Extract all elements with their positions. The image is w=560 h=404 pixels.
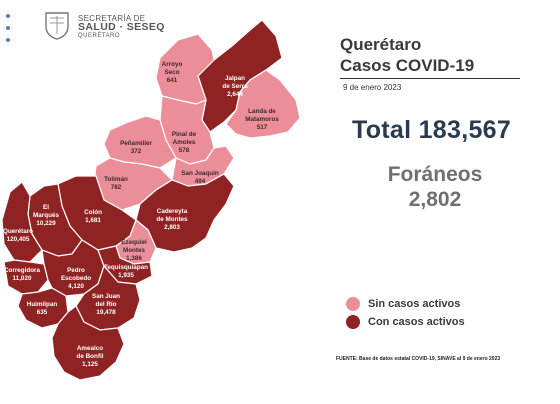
label-marques-name2: Marqués xyxy=(33,212,59,219)
label-jalpan-name2: de Serra xyxy=(222,83,248,90)
title-line1: Querétaro xyxy=(340,35,422,54)
label-jalpan-name1: Jalpan xyxy=(225,75,245,82)
label-amealco-cases: 1,125 xyxy=(82,361,98,368)
legend-inactive-swatch xyxy=(346,297,360,311)
label-ezequiel-name2: Montes xyxy=(123,247,146,254)
label-arroyo-name1: Arroyo xyxy=(162,61,183,68)
org-name: SECRETARÍA DE SALUD · SESEQ QUERÉTARO xyxy=(78,14,165,41)
label-landa-name2: Matamoros xyxy=(245,116,279,123)
total-cases: Total 183,567 xyxy=(352,116,512,144)
org-line1: SECRETARÍA DE xyxy=(78,14,146,23)
region-penamiller xyxy=(103,115,177,169)
legend-active: Con casos activos xyxy=(346,313,465,331)
legend-inactive-label: Sin casos activos xyxy=(368,298,461,310)
title-line2: Casos COVID-19 xyxy=(340,56,475,75)
org-line3: QUERÉTARO xyxy=(78,33,121,39)
label-pinal-cases: 578 xyxy=(179,147,190,154)
label-jalpan-cases: 2,644 xyxy=(227,91,243,98)
label-ezequiel-name1: Ezequiel xyxy=(121,239,147,246)
legend-active-swatch xyxy=(346,315,360,329)
label-tequisquiapan-name1: Tequisquiapan xyxy=(104,264,148,271)
label-arroyo-name2: Seco xyxy=(164,69,179,76)
label-cadereyta-name2: de Montes xyxy=(156,216,188,223)
label-sanjuan-name1: San Juan xyxy=(92,293,120,300)
label-sanjoaquin-cases: 494 xyxy=(195,178,206,185)
label-pedro-name1: Pedro xyxy=(67,267,85,274)
label-huimilpan-name1: Huimilpan xyxy=(27,301,58,308)
label-huimilpan-cases: 635 xyxy=(37,309,48,316)
label-penamiller-cases: 372 xyxy=(131,148,142,155)
label-corregidora-cases: 11,020 xyxy=(13,275,32,282)
foraneos-value: 2,802 xyxy=(408,188,462,211)
page-title: Querétaro Casos COVID-19 xyxy=(340,34,474,76)
label-pinal-name1: Pinal de xyxy=(172,131,197,138)
label-penamiller-name1: Peñamiller xyxy=(120,140,152,147)
queretaro-map: Arroyo Seco 641 Jalpan de Serra 2,644 La… xyxy=(1,19,301,381)
label-toliman-cases: 782 xyxy=(111,184,122,191)
label-landa-name1: Landa de xyxy=(248,108,276,115)
label-marques-cases: 10,229 xyxy=(36,220,56,227)
label-queretaro-name1: Querétaro xyxy=(3,228,33,235)
logo-dots xyxy=(6,14,12,50)
legend-active-label: Con casos activos xyxy=(368,316,465,328)
region-arroyo-seco xyxy=(155,33,215,105)
org-line2: SALUD · SESEQ xyxy=(78,21,165,33)
label-landa-cases: 517 xyxy=(257,124,268,131)
report-date: 9 de enero 2023 xyxy=(343,83,402,92)
label-tequisquiapan-cases: 1,935 xyxy=(118,272,134,279)
label-cadereyta-cases: 2,803 xyxy=(164,224,180,231)
foraneos-block: Foráneos 2,802 xyxy=(380,162,490,212)
label-colon-cases: 1,681 xyxy=(85,217,101,224)
label-sanjoaquin-name1: San Joaquín xyxy=(181,170,219,177)
legend-inactive: Sin casos activos xyxy=(346,295,465,313)
label-amealco-name1: Amealco xyxy=(77,345,103,352)
source-note: FUENTE: Base de datos estatal COVID-19, … xyxy=(336,356,501,362)
label-toliman-name1: Tolimán xyxy=(104,176,128,183)
label-corregidora-name1: Corregidora xyxy=(4,267,41,274)
foraneos-label: Foráneos xyxy=(387,163,483,186)
label-sanjuan-cases: 19,478 xyxy=(96,309,116,316)
label-marques-name1: El xyxy=(43,204,49,211)
label-pinal-name2: Amoles xyxy=(173,139,196,146)
region-landa xyxy=(225,69,301,139)
label-queretaro-cases: 120,405 xyxy=(7,236,30,243)
region-amealco xyxy=(51,305,125,381)
map-legend: Sin casos activos Con casos activos xyxy=(346,295,465,331)
label-amealco-name2: de Bonfil xyxy=(77,353,104,360)
label-arroyo-cases: 641 xyxy=(167,77,178,84)
state-shield-icon xyxy=(45,12,69,40)
label-pedro-cases: 4,120 xyxy=(68,283,84,290)
label-sanjuan-name2: del Río xyxy=(96,301,117,308)
label-cadereyta-name1: Cadereyta xyxy=(157,208,188,215)
label-colon-name1: Colón xyxy=(84,209,102,216)
label-pedro-name2: Escobedo xyxy=(61,275,91,282)
title-divider xyxy=(340,78,520,79)
label-ezequiel-cases: 1,386 xyxy=(126,255,142,262)
map-labels: Arroyo Seco 641 Jalpan de Serra 2,644 La… xyxy=(3,61,279,368)
